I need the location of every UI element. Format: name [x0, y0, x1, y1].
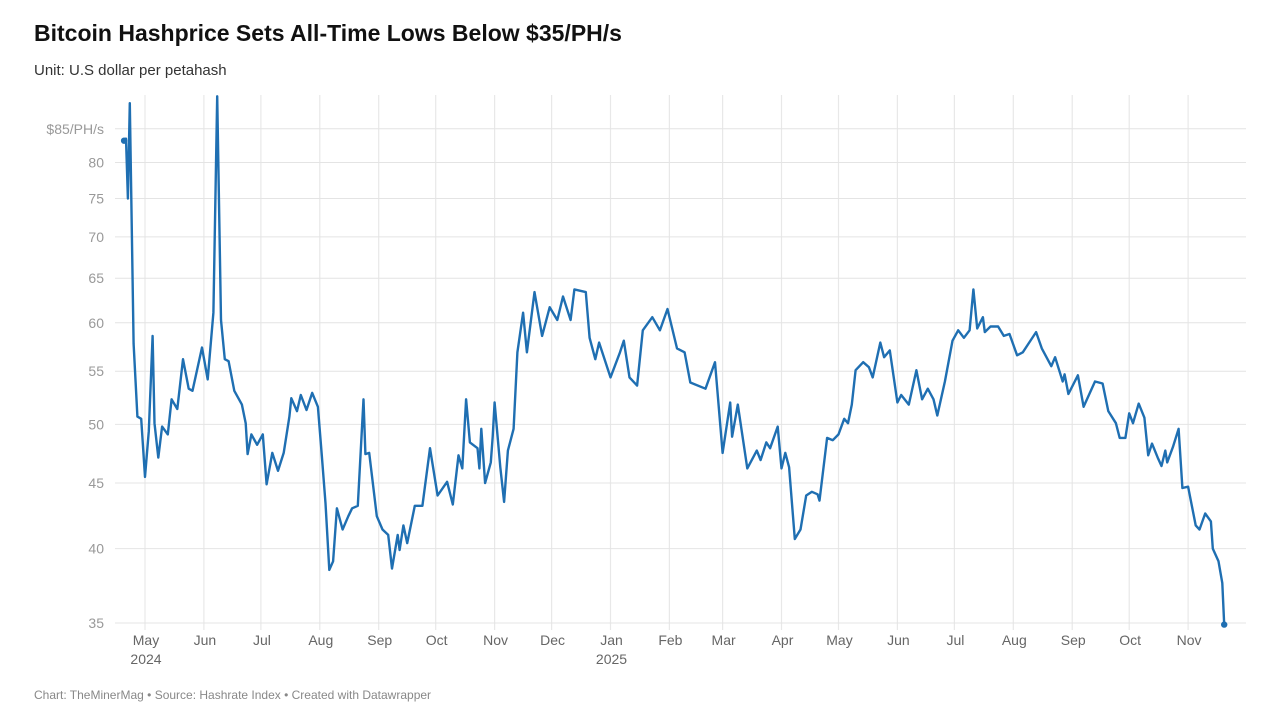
series-endpoints — [120, 137, 1228, 628]
x-tick-label: Jan — [600, 632, 623, 648]
x-tick-year: 2025 — [596, 651, 627, 667]
x-tick-label: Dec — [540, 632, 565, 648]
x-tick-label: Jul — [946, 632, 964, 648]
y-tick-label: $85/PH/s — [46, 121, 104, 137]
x-tick-label: Oct — [426, 632, 448, 648]
x-tick-label: May — [826, 632, 852, 648]
x-tick-label: Jun — [194, 632, 217, 648]
x-tick-label: Aug — [308, 632, 333, 648]
hashprice-series-line — [123, 95, 1226, 625]
x-tick-label: Jun — [887, 632, 910, 648]
chart-footer: Chart: TheMinerMag • Source: Hashrate In… — [34, 688, 432, 702]
end-point-marker — [1221, 621, 1228, 628]
x-tick-year: 2024 — [130, 651, 161, 667]
start-point-marker — [120, 137, 128, 144]
x-tick-label: Mar — [712, 632, 736, 648]
y-tick-label: 60 — [88, 315, 104, 331]
x-tick-label: Nov — [483, 632, 508, 648]
y-tick-label: 75 — [88, 190, 104, 206]
y-tick-label: 55 — [88, 363, 104, 379]
x-tick-label: Feb — [658, 632, 682, 648]
x-tick-label: Nov — [1177, 632, 1202, 648]
chart-title: Bitcoin Hashprice Sets All-Time Lows Bel… — [34, 20, 622, 46]
y-tick-label: 50 — [88, 416, 104, 432]
x-tick-label: Apr — [772, 632, 794, 648]
vertical-gridlines — [144, 95, 1189, 630]
y-tick-label: 35 — [88, 615, 104, 631]
x-tick-label: Jul — [253, 632, 271, 648]
chart-subtitle: Unit: U.S dollar per petahash — [34, 62, 227, 79]
x-tick-label: Oct — [1119, 632, 1141, 648]
y-tick-label: 45 — [88, 475, 104, 491]
y-tick-label: 80 — [88, 155, 104, 171]
x-axis-labels: May 2024 Jun Jul Aug Sep Oct Nov Dec Jan 2025 Feb Ma… — [130, 632, 1201, 667]
y-axis-labels: 35 40 45 50 55 60 65 70 75 80 $85/PH/s — [46, 121, 104, 631]
x-tick-label: Sep — [1061, 632, 1086, 648]
y-tick-label: 70 — [88, 229, 104, 245]
x-tick-label: Aug — [1002, 632, 1027, 648]
x-tick-label: May — [133, 632, 159, 648]
y-tick-label: 65 — [88, 270, 104, 286]
horizontal-gridlines — [115, 128, 1246, 624]
y-tick-label: 40 — [88, 541, 104, 557]
x-tick-label: Sep — [367, 632, 392, 648]
